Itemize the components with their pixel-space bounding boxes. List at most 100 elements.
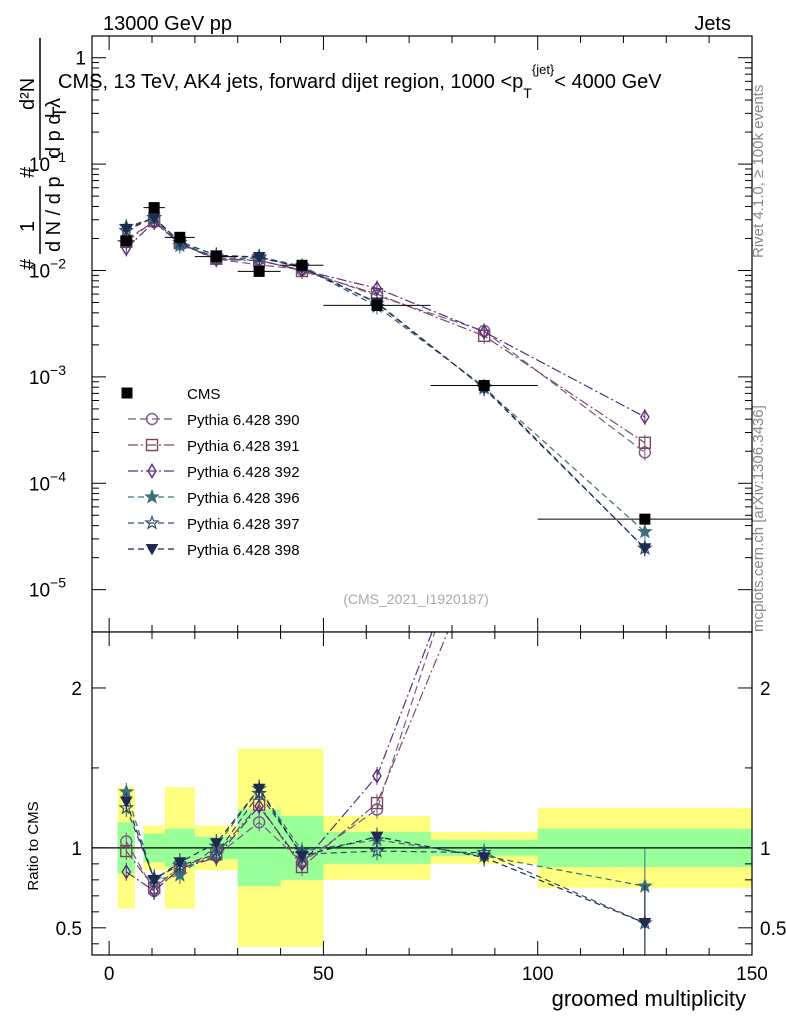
ratio-series-point — [147, 874, 161, 887]
main-series-point — [252, 251, 266, 264]
header-right: Jets — [694, 13, 731, 35]
legend-label: Pythia 6.428 390 — [187, 412, 300, 429]
main-series-line-6 — [126, 217, 646, 549]
legend-label: Pythia 6.428 398 — [187, 542, 300, 559]
ratio-y-tick-label-right: 1 — [760, 839, 771, 860]
y-label-denominator-2: d p d λ — [43, 98, 65, 158]
ratio-axes: 0.5 0.5 1 1 2 2 0 50 100 150 — [56, 631, 786, 985]
ratio-series-point — [370, 796, 384, 810]
main-series-point — [638, 543, 652, 555]
main-series-line-3 — [125, 221, 646, 418]
rivet-version-label: Rivet 4.1.0, ≥ 100k events — [750, 85, 767, 258]
ratio-series-point — [173, 857, 187, 869]
x-tick-label: 150 — [736, 964, 768, 985]
ratio-series-point — [149, 883, 159, 899]
ratio-series-point — [252, 816, 266, 829]
ratio-series-layer — [118, 632, 653, 955]
ratio-y-tick-label: 2 — [71, 679, 82, 700]
legend-marker — [144, 514, 160, 530]
legend-label-cms: CMS — [187, 386, 220, 403]
legend-entry-4: Pythia 6.428 396 — [128, 488, 300, 507]
main-y-axis-label: # 1 d N / d p # d²N d p d λ — [17, 38, 65, 270]
ratio-series-point — [208, 846, 225, 861]
ratio-clipped-layer — [118, 632, 653, 955]
data-point — [174, 231, 186, 243]
legend-entry-cms: CMS — [121, 386, 220, 403]
ratio-series-point — [119, 796, 133, 809]
x-tick-label: 50 — [313, 964, 334, 985]
x-axis-label: groomed multiplicity — [552, 986, 746, 1011]
ratio-series-point — [120, 844, 133, 858]
data-point — [478, 379, 490, 391]
main-series-point — [638, 436, 652, 450]
legend-label: Pythia 6.428 396 — [187, 490, 300, 507]
main-series-point — [119, 223, 133, 236]
legend-entry-1: Pythia 6.428 390 — [128, 412, 300, 429]
data-point — [296, 259, 308, 271]
legend-marker — [147, 463, 157, 479]
legend-entry-3: Pythia 6.428 392 — [128, 463, 300, 481]
main-series-point — [640, 409, 650, 425]
legend-marker — [145, 544, 159, 556]
ratio-series-point — [297, 856, 307, 872]
y-tick-label: 1 — [75, 49, 86, 70]
ratio-series-point — [369, 842, 385, 858]
y-tick-label: 10−5 — [29, 575, 66, 602]
y-tick-label: 10−4 — [29, 468, 66, 495]
legend: CMS Pythia 6.428 390 Pythia 6.428 391 Pythi… — [121, 386, 300, 559]
chart-title: CMS, 13 TeV, AK4 jets, forward dijet reg… — [58, 62, 662, 101]
main-data-layer — [117, 202, 752, 525]
y-label-numerator-2: d²N — [17, 78, 39, 110]
ratio-series-point — [370, 831, 384, 844]
ratio-plot-area — [92, 632, 752, 955]
legend-entry-5: Pythia 6.428 397 — [128, 514, 300, 533]
y-label-sub-T: T — [50, 106, 71, 118]
legend-marker — [145, 412, 159, 426]
ratio-y-tick-label: 0.5 — [56, 919, 82, 940]
main-series-line-4 — [126, 217, 646, 533]
x-tick-label: 0 — [104, 964, 115, 985]
ratio-y-tick-label: 1 — [71, 839, 82, 860]
data-point — [120, 235, 132, 247]
main-series-point — [147, 212, 161, 225]
data-point — [253, 265, 265, 277]
data-point — [639, 513, 651, 525]
legend-marker-cms — [121, 387, 133, 399]
ratio-panel — [92, 632, 752, 955]
y-label-hash-1: # — [17, 258, 39, 270]
ratio-frame — [91, 631, 753, 956]
data-point — [371, 299, 383, 311]
legend-marker — [144, 488, 160, 504]
ratio-series-point — [295, 850, 309, 863]
ratio-y-tick-label-right: 0.5 — [760, 919, 786, 940]
legend-entry-2: Pythia 6.428 391 — [128, 438, 300, 455]
x-tick-label: 100 — [522, 964, 554, 985]
ratio-series-point — [477, 852, 491, 864]
y-label-one: 1 — [17, 221, 39, 232]
analysis-id-label: (CMS_2021_I1920187) — [343, 591, 489, 607]
ratio-series-point — [121, 864, 132, 880]
ratio-y-axis-label: Ratio to CMS — [25, 801, 42, 890]
legend-entry-6: Pythia 6.428 398 — [128, 542, 300, 559]
ratio-series-point — [252, 783, 266, 796]
mcplots-label: mcplots.cern.ch [arXiv:1306.3436] — [750, 405, 767, 632]
data-point — [210, 251, 222, 263]
ratio-series-6 — [119, 779, 652, 955]
main-series-point — [637, 523, 653, 539]
ratio-series-line-3 — [125, 632, 433, 892]
data-point — [148, 202, 160, 214]
header-left: 13000 GeV pp — [103, 13, 232, 35]
ratio-y-tick-label-right: 2 — [760, 679, 771, 700]
y-label-denominator-1: d N / d p — [43, 176, 65, 252]
ratio-series-point — [372, 768, 382, 784]
ratio-series-point — [254, 798, 264, 815]
legend-label: Pythia 6.428 397 — [187, 516, 300, 533]
y-tick-label: 10−3 — [29, 362, 66, 389]
ratio-series-point — [118, 799, 135, 815]
main-series-point — [479, 324, 489, 340]
legend-marker — [145, 438, 159, 452]
ratio-series-point — [209, 838, 223, 850]
y-label-hash-2: # — [17, 166, 39, 178]
legend-label: Pythia 6.428 391 — [187, 438, 300, 455]
